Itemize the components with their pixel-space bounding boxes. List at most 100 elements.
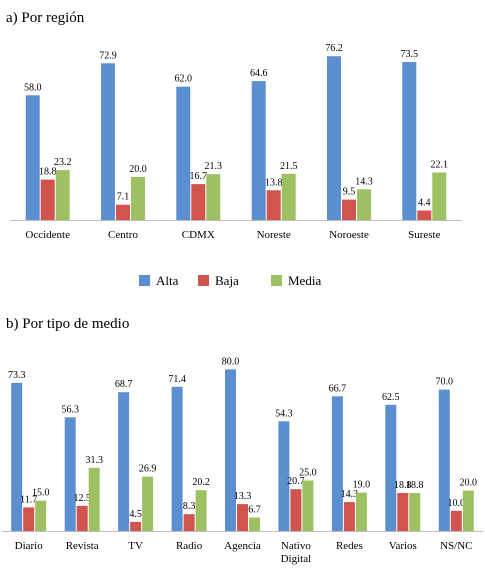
value-label-a-occidente-baja: 18.8 xyxy=(39,167,57,178)
panel-b-title: b) Por tipo de medio xyxy=(6,316,129,332)
bar-a-noroeste-baja xyxy=(342,199,356,220)
value-label-a-noroeste-baja: 9.5 xyxy=(343,187,356,198)
bar-b-revista-baja xyxy=(76,505,88,532)
bar-b-diario-media xyxy=(35,500,47,531)
value-label-b-tv-alta: 68.7 xyxy=(115,379,133,390)
value-label-b-agencia-alta: 80.0 xyxy=(222,356,240,367)
value-label-b-nativo-digital-baja: 20.7 xyxy=(287,476,305,487)
bar-a-noroeste-media xyxy=(357,189,371,220)
bar-b-revista-alta xyxy=(64,417,76,531)
bar-a-centro-alta xyxy=(101,63,115,220)
bar-b-diario-alta xyxy=(11,382,23,531)
value-label-b-agencia-baja: 13.3 xyxy=(234,491,252,502)
bar-a-sureste-alta xyxy=(402,62,417,220)
bar-b-radio-media xyxy=(195,490,207,531)
category-label-a-centro: Centro xyxy=(108,229,138,241)
category-label-a-cdmx: CDMX xyxy=(182,229,215,241)
bar-b-radio-baja xyxy=(183,514,195,531)
category-label-b-ns-nc: NS/NC xyxy=(440,540,472,552)
value-label-b-ns-nc-alta: 70.0 xyxy=(436,377,454,388)
category-label-a-noreste: Noreste xyxy=(257,229,291,241)
category-label-a-occidente: Occidente xyxy=(25,229,70,241)
value-label-a-sureste-alta: 73.5 xyxy=(401,49,419,60)
bar-b-diario-baja xyxy=(23,507,35,531)
bar-b-nativo-digital-media xyxy=(302,480,314,531)
value-label-b-tv-media: 26.9 xyxy=(139,464,157,475)
value-label-a-centro-baja: 7.1 xyxy=(117,192,130,203)
bar-a-sureste-media xyxy=(432,172,447,220)
value-label-a-noreste-baja: 13.8 xyxy=(265,177,283,188)
category-label-b-tv: TV xyxy=(128,540,143,552)
value-label-b-redes-media: 19.0 xyxy=(353,480,371,491)
bar-b-revista-media xyxy=(88,467,100,531)
category-label-b-radio: Radio xyxy=(176,540,203,552)
bar-a-noroeste-alta xyxy=(327,56,341,221)
bar-b-agencia-media xyxy=(249,517,260,531)
bar-b-tv-baja xyxy=(130,521,142,531)
legend-label-alta: Alta xyxy=(156,273,179,288)
value-label-b-radio-baja: 8.3 xyxy=(183,501,196,512)
bar-b-tv-media xyxy=(142,476,154,531)
value-label-b-varios-alta: 62.5 xyxy=(382,392,400,403)
value-label-b-redes-baja: 14.3 xyxy=(341,489,359,500)
value-label-a-sureste-media: 22.1 xyxy=(431,160,449,171)
value-label-b-diario-baja: 11.7 xyxy=(20,494,37,505)
value-label-b-diario-alta: 73.3 xyxy=(8,370,26,381)
category-label-b-agencia: Agencia xyxy=(224,540,261,552)
legend-label-baja: Baja xyxy=(215,273,239,288)
bar-b-agencia-alta xyxy=(225,369,236,531)
value-label-b-revista-media: 31.3 xyxy=(85,455,103,466)
value-label-b-nativo-digital-alta: 54.3 xyxy=(275,408,293,419)
bar-b-varios-media xyxy=(409,493,421,531)
bar-a-occidente-baja xyxy=(40,179,55,220)
category-label-b-diario: Diario xyxy=(15,540,44,552)
bar-a-centro-baja xyxy=(116,204,130,220)
bar-b-varios-alta xyxy=(385,404,397,532)
value-label-a-noroeste-media: 14.3 xyxy=(355,176,373,187)
panel-a-title: a) Por región xyxy=(6,10,85,26)
bar-b-nativo-digital-alta xyxy=(278,421,290,531)
value-label-b-tv-baja: 4.5 xyxy=(129,509,142,520)
bar-a-noreste-baja xyxy=(266,190,281,220)
bar-b-radio-alta xyxy=(171,386,183,531)
value-label-b-agencia-media: 6.7 xyxy=(248,505,261,516)
value-label-a-occidente-media: 23.2 xyxy=(54,157,72,168)
category-label-a-sureste: Sureste xyxy=(408,229,441,241)
legend-label-media: Media xyxy=(288,273,321,288)
value-label-b-varios-media: 18.8 xyxy=(406,480,424,491)
value-label-a-noroeste-alta: 76.2 xyxy=(325,43,343,54)
value-label-b-varios-baja: 18.8 xyxy=(394,480,412,491)
legend-swatch-alta xyxy=(139,275,150,286)
value-label-a-noreste-media: 21.5 xyxy=(280,161,298,172)
bar-a-sureste-baja xyxy=(417,210,432,220)
bar-b-redes-alta xyxy=(331,396,343,531)
bar-b-ns-nc-alta xyxy=(438,389,450,531)
category-label-b-revista: Revista xyxy=(66,540,99,552)
value-label-b-ns-nc-baja: 10.0 xyxy=(448,498,466,509)
bar-b-redes-media xyxy=(355,492,367,531)
bar-b-nativo-digital-baja xyxy=(290,489,302,531)
bar-a-noreste-alta xyxy=(251,81,266,220)
bar-b-tv-alta xyxy=(118,392,130,531)
legend: Alta Baja Media xyxy=(139,273,321,288)
value-label-a-cdmx-alta: 62.0 xyxy=(175,74,193,85)
bar-a-occidente-media xyxy=(55,170,70,220)
value-label-a-noreste-alta: 64.6 xyxy=(250,68,268,79)
category-label-a-noroeste: Noroeste xyxy=(329,229,369,241)
value-label-a-cdmx-media: 21.3 xyxy=(205,161,223,172)
category-label-b-nativo-digital: Nativo Digital xyxy=(281,540,312,565)
bar-a-occidente-alta xyxy=(25,95,40,220)
value-label-a-sureste-baja: 4.4 xyxy=(418,198,431,209)
category-label-b-varios: Varios xyxy=(389,540,417,552)
bar-a-cdmx-media xyxy=(206,174,221,220)
category-label-b-redes: Redes xyxy=(336,540,363,552)
bar-a-centro-media xyxy=(131,177,145,220)
value-label-b-radio-alta: 71.4 xyxy=(168,374,186,385)
value-label-b-revista-alta: 56.3 xyxy=(61,404,79,415)
bar-b-agencia-baja xyxy=(237,504,248,531)
legend-swatch-baja xyxy=(198,275,209,286)
bar-a-cdmx-baja xyxy=(191,184,206,220)
legend-swatch-media xyxy=(271,275,282,286)
